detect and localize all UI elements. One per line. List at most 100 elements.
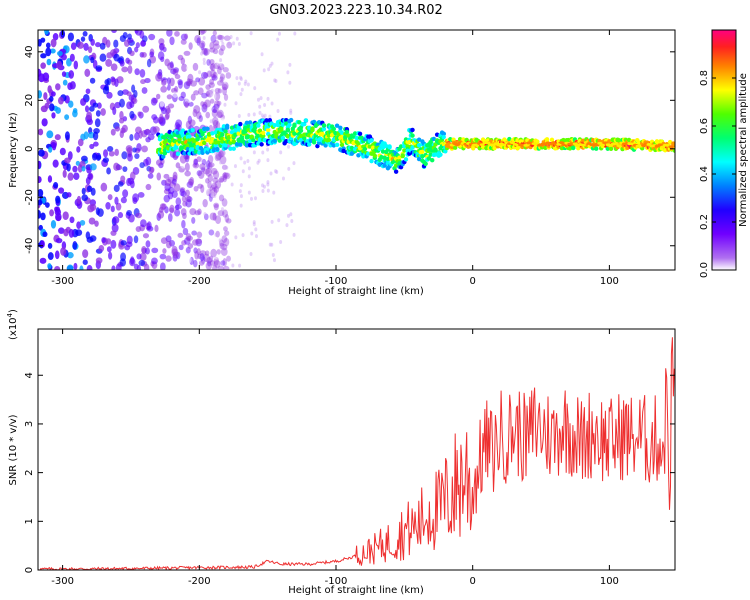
spectrogram-noise-dot: [186, 196, 193, 203]
spectrogram-noise-dot: [197, 208, 202, 215]
spectrogram-ridge-dot: [430, 158, 435, 163]
spectrogram-noise-dot: [49, 103, 55, 112]
spectrogram-noise-dot: [155, 187, 160, 196]
spectrogram-noise-dot: [216, 100, 222, 106]
spectrogram-noise-dot: [111, 30, 117, 34]
spectrogram-noise-dot: [183, 50, 191, 56]
spectrogram-noise-dot: [125, 145, 133, 152]
spectrogram-noise-dot: [182, 212, 187, 220]
spectrogram-noise-dot: [66, 163, 71, 172]
spectrogram-noise-dot: [209, 98, 215, 104]
spectrogram-noise-dot: [106, 246, 112, 253]
spectrogram-noise-dot: [241, 169, 245, 174]
spectrogram-ridge-dot: [428, 152, 433, 157]
spectrogram-noise-dot: [274, 169, 278, 174]
spectrogram-noise-dot: [214, 50, 218, 55]
spectrogram-noise-dot: [218, 238, 222, 243]
spectrogram-noise-dot: [209, 47, 216, 53]
spectrogram-noise-dot: [266, 180, 270, 185]
spectrogram-ridge-dot: [543, 145, 548, 150]
svg-text:(x104): (x104): [6, 309, 19, 340]
spectrogram-noise-dot: [47, 252, 54, 261]
spectrogram-noise-dot: [159, 253, 167, 260]
spectrogram-ridge-dot: [162, 151, 168, 156]
spectrogram-noise-dot: [279, 150, 283, 155]
spectrogram-noise-dot: [138, 259, 146, 267]
spectrogram-noise-dot: [106, 167, 111, 175]
spectrogram-noise-dot: [64, 131, 70, 141]
spectrogram-ridge-dot: [164, 138, 169, 144]
spectrogram-noise-dot: [160, 107, 168, 115]
spectrogram-noise-dot: [204, 187, 210, 195]
spectrogram-noise-dot: [192, 259, 198, 268]
spectrogram-noise-dot: [217, 63, 225, 71]
spectrogram-noise-dot: [205, 188, 212, 197]
spectrogram-noise-dot: [230, 182, 234, 187]
spectrogram-noise-dot: [126, 235, 133, 245]
spectrogram-noise-dot: [193, 69, 201, 75]
spectrogram-noise-dot: [72, 240, 78, 250]
spectrogram-noise-dot: [53, 182, 59, 189]
spectrogram-noise-dot: [169, 36, 175, 46]
spectrogram-noise-dot: [195, 238, 202, 245]
spectrogram-noise-dot: [81, 166, 86, 172]
spectrogram-noise-dot: [166, 107, 171, 114]
spectrogram-noise-dot: [42, 231, 48, 238]
spectrogram-noise-dot: [97, 102, 102, 109]
spectrogram-noise-dot: [39, 257, 47, 264]
spectrogram-ridge-dot: [441, 131, 446, 136]
spectrogram-ridge-dot: [161, 154, 166, 159]
spectrogram-noise-dot: [105, 238, 112, 245]
spectrogram-noise-dot: [40, 212, 46, 221]
spectrogram-noise-dot: [206, 257, 212, 264]
spectrogram-noise-dot: [262, 184, 266, 189]
spectrogram-noise-dot: [51, 112, 56, 119]
spectrogram-noise-dot: [262, 68, 266, 73]
spectrogram-noise-dot: [96, 154, 102, 160]
spectrogram-peak-dot: [613, 142, 619, 145]
spectrogram-noise-dot: [145, 156, 152, 166]
spectrogram-noise-dot: [64, 157, 71, 164]
spectrogram-noise-dot: [210, 34, 217, 43]
spectrogram-noise-dot: [215, 230, 220, 238]
spectrogram-noise-dot: [234, 101, 238, 106]
spectrogram-noise-dot: [58, 187, 65, 194]
spectrogram-noise-dot: [46, 130, 54, 139]
spectrogram-noise-dot: [110, 63, 118, 71]
spectrogram-noise-dot: [76, 146, 81, 153]
spectrogram-noise-dot: [105, 201, 111, 210]
spectrogram-noise-dot: [216, 34, 223, 41]
spectrogram-noise-dot: [120, 175, 126, 183]
spectrogram-noise-dot: [192, 162, 200, 169]
spectrogram-noise-dot: [180, 208, 187, 216]
spectrogram-noise-dot: [208, 192, 213, 202]
spectrogram-noise-dot: [220, 38, 224, 43]
spectrogram-ridge-dot: [672, 148, 675, 153]
spectrogram-noise-dot: [154, 224, 159, 233]
spectrogram-noise-dot: [274, 79, 278, 84]
spectrogram-noise-dot: [148, 166, 154, 175]
spectrogram-noise-dot: [200, 71, 208, 79]
spectrogram-noise-dot: [209, 78, 215, 85]
spectrogram-noise-dot: [208, 229, 215, 236]
spectrogram-noise-dot: [261, 183, 265, 188]
spectrogram-noise-dot: [206, 89, 214, 98]
spectrogram-ridge-dot: [344, 129, 350, 135]
spectrogram-noise-dot: [219, 58, 223, 63]
snr-xtick-label: 0: [470, 576, 476, 587]
spectrogram-noise-dot: [84, 105, 90, 113]
spectrogram-xtick-label: -200: [188, 276, 211, 287]
spectrogram-noise-dot: [79, 265, 84, 270]
snr-ytick-label: 4: [24, 372, 35, 378]
spectrogram-ridge-dot: [316, 140, 322, 146]
spectrogram-noise-dot: [249, 251, 253, 256]
spectrogram-noise-dot: [169, 61, 174, 69]
spectrogram-ridge-dot: [195, 141, 200, 147]
spectrogram-noise-dot: [72, 165, 78, 173]
spectrogram-noise-dot: [210, 62, 216, 72]
spectrogram-ridge-dot: [393, 169, 399, 174]
spectrogram-noise-dot: [45, 42, 51, 49]
spectrogram-noise-dot: [220, 245, 224, 250]
spectrogram-noise-dot: [258, 104, 262, 109]
spectrogram-ridge-dot: [387, 145, 392, 150]
